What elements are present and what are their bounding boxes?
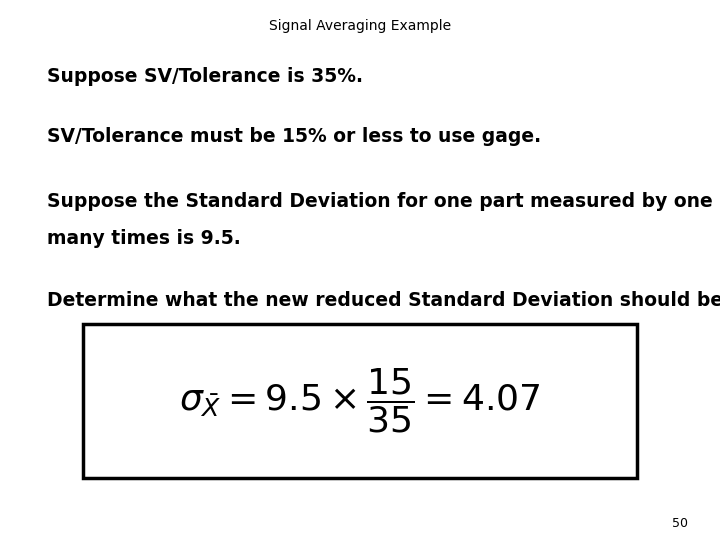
Text: Determine what the new reduced Standard Deviation should be.: Determine what the new reduced Standard … <box>47 291 720 309</box>
Text: Suppose the Standard Deviation for one part measured by one person: Suppose the Standard Deviation for one p… <box>47 192 720 211</box>
Text: Suppose SV/Tolerance is 35%.: Suppose SV/Tolerance is 35%. <box>47 68 363 86</box>
Text: Signal Averaging Example: Signal Averaging Example <box>269 19 451 33</box>
Text: many times is 9.5.: many times is 9.5. <box>47 230 240 248</box>
Text: SV/Tolerance must be 15% or less to use gage.: SV/Tolerance must be 15% or less to use … <box>47 127 541 146</box>
Text: 50: 50 <box>672 517 688 530</box>
FancyBboxPatch shape <box>83 324 637 478</box>
Text: $\sigma_{\bar{X}} = 9.5 \times \dfrac{15}{35} = 4.07$: $\sigma_{\bar{X}} = 9.5 \times \dfrac{15… <box>179 367 541 435</box>
